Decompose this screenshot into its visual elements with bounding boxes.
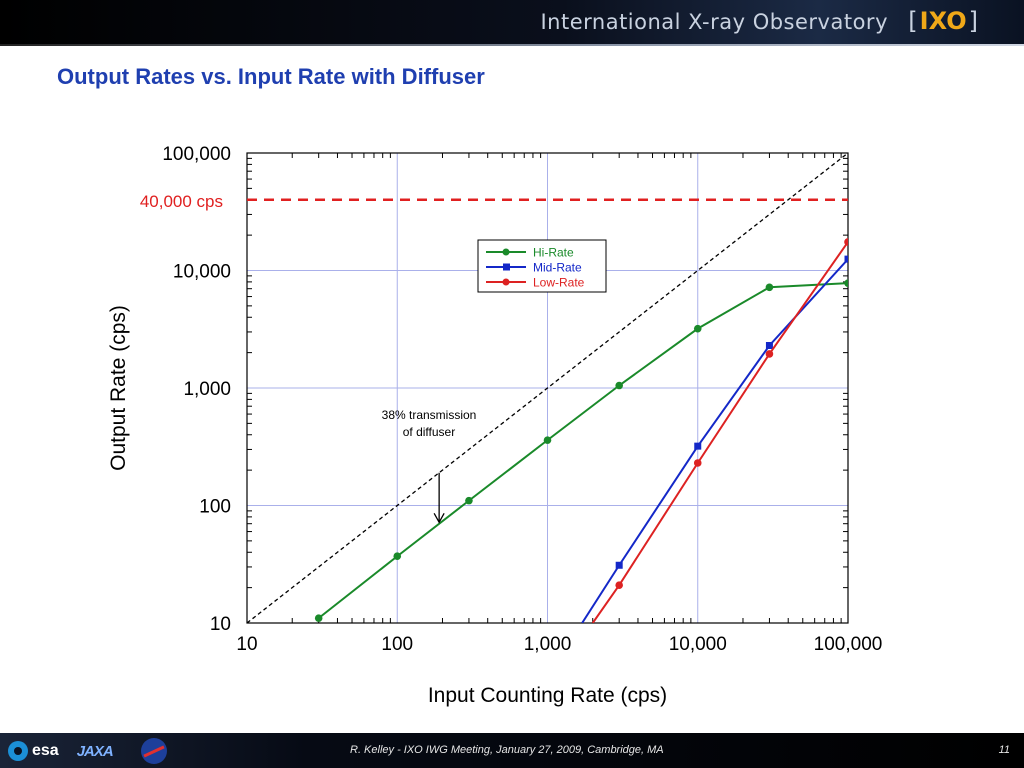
data-point: [844, 279, 848, 287]
limit-line-label: 40,000 cps: [140, 192, 223, 211]
legend-marker: [503, 263, 510, 271]
y-tick-label: 10: [210, 614, 231, 635]
header-title: International X-ray Observatory: [540, 10, 888, 34]
esa-mark-icon: [8, 741, 28, 761]
page-number: 11: [998, 744, 1010, 756]
tick-labels: 10 100 1,000 10,000 100,000 10 100 1,000 10,000 1…: [162, 144, 882, 655]
legend-label: Hi-Rate: [533, 246, 574, 260]
data-point: [765, 350, 774, 358]
ixo-logo: [ IXO ]: [908, 8, 978, 34]
y-tick-label: 1,000: [183, 379, 231, 400]
esa-logo: esa: [8, 741, 59, 761]
x-tick-label: 1,000: [524, 634, 572, 655]
y-tick-label: 10,000: [173, 262, 231, 283]
jaxa-logo: JAXA: [76, 742, 114, 760]
x-tick-label: 100,000: [814, 634, 883, 655]
chart: 40,000 cps 10 100 1,000 10,000 100,000101001…: [107, 144, 882, 707]
legend-marker: [502, 278, 510, 286]
legend-label: Low-Rate: [533, 276, 585, 290]
y-axis-label: Output Rate (cps): [107, 305, 130, 471]
series-hi-rate: [314, 279, 848, 622]
logo-left-bracket: [: [908, 7, 918, 35]
data-point: [465, 496, 473, 505]
data-point: [615, 561, 623, 569]
footer-bar: [0, 733, 1024, 768]
data-point: [543, 436, 552, 444]
series-mid-rate: [581, 255, 848, 623]
data-point: [694, 442, 702, 450]
series-line: [591, 241, 848, 623]
y-tick-label: 100,000: [162, 144, 231, 165]
data-point: [844, 255, 848, 263]
legend-marker: [502, 248, 510, 256]
x-tick-label: 100: [381, 634, 413, 655]
data-point: [615, 581, 623, 589]
plot-frame: [246, 152, 849, 624]
y-tick-label: 100: [199, 497, 231, 518]
data-point: [615, 381, 623, 390]
footer-citation: R. Kelley - IXO IWG Meeting, January 27,…: [350, 744, 664, 756]
data-point: [393, 552, 402, 561]
series-layer: [314, 238, 848, 623]
data-point: [765, 283, 774, 292]
x-tick-label: 10: [236, 634, 257, 655]
data-point: [314, 614, 323, 622]
data-point: [693, 324, 702, 333]
slide-title: Output Rates vs. Input Rate with Diffuse…: [57, 64, 485, 89]
annotation-line-1: 38% transmission: [382, 408, 477, 422]
footer-logos: esa JAXA: [8, 737, 167, 765]
series-line: [318, 282, 848, 619]
x-axis-label: Input Counting Rate (cps): [428, 684, 667, 707]
annotation-arrow-head: [433, 512, 445, 524]
annotation-line-2: of diffuser: [403, 425, 455, 439]
reference-lines: 40,000 cps: [140, 152, 849, 624]
data-point: [765, 341, 773, 349]
series-low-rate: [591, 238, 848, 623]
header-divider: [0, 44, 1024, 46]
nasa-logo-icon: [140, 738, 167, 764]
unity-diagonal-line: [246, 152, 849, 624]
logo-right-bracket: ]: [968, 7, 978, 35]
data-point: [844, 238, 848, 246]
esa-logo-text: esa: [32, 742, 59, 759]
header-bar: [0, 0, 1024, 44]
logo-text: IXO: [919, 7, 967, 35]
data-point: [693, 459, 702, 467]
annotation: 38% transmission of diffuser: [382, 408, 477, 524]
legend-label: Mid-Rate: [533, 261, 582, 275]
x-tick-label: 10,000: [669, 634, 727, 655]
